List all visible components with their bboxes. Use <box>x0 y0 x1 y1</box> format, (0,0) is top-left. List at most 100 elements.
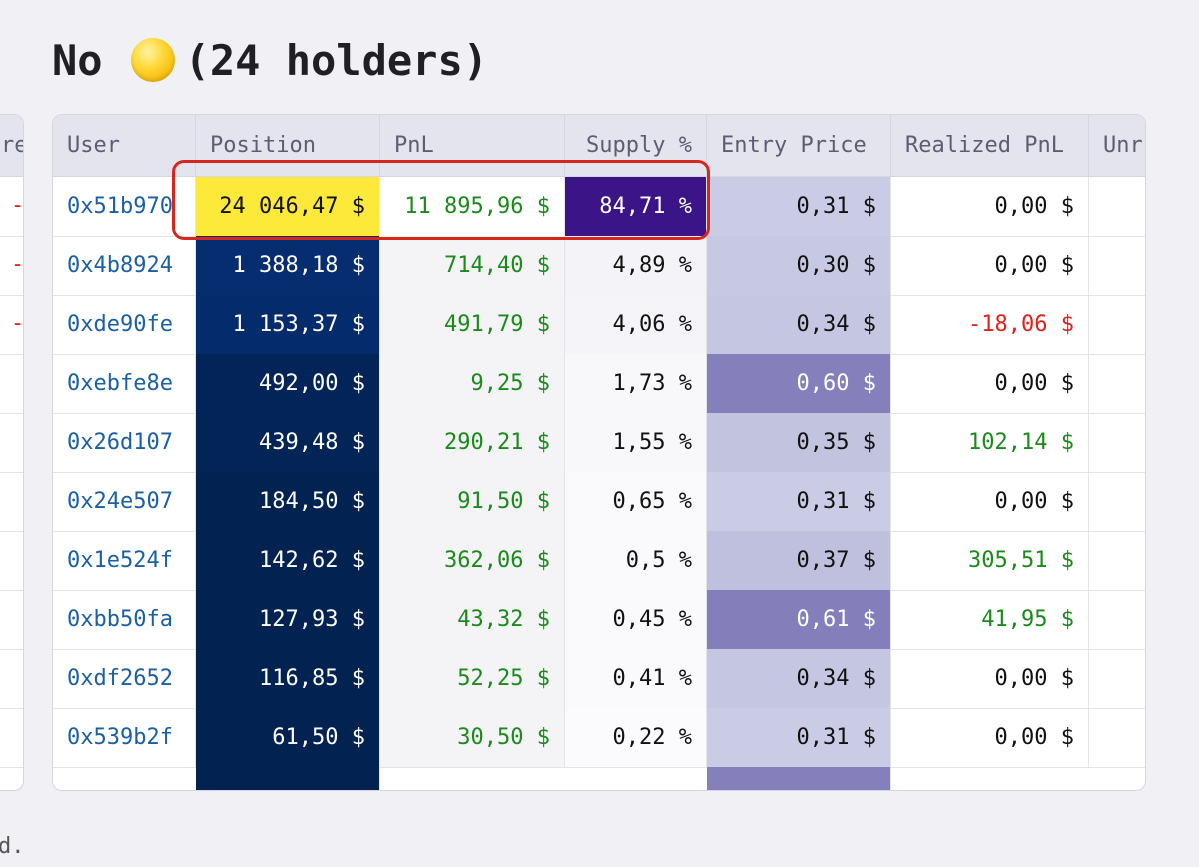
supply-percent-cell: 4,89 % <box>565 236 707 295</box>
user-address-link[interactable]: 0x1e524f <box>53 531 196 590</box>
table-row[interactable]: 0x51b970 24 046,47 $11 895,96 $84,71 % 0,3… <box>53 177 1145 237</box>
supply-percent-cell: 0,65 % <box>565 472 707 531</box>
entry-price-cell: 0,31 $ <box>707 472 891 531</box>
table-row[interactable]: 0xbb50fa 127,93 $43,32 $0,45 % 0,61 $41,95… <box>53 590 1145 650</box>
pnl-cell: 714,40 $ <box>380 236 565 295</box>
entry-price-cell: 0,61 $ <box>707 590 891 649</box>
entry-price-cell: 0,31 $ <box>707 177 891 236</box>
user-address-link[interactable]: 0x24e507 <box>53 472 196 531</box>
user-address-link[interactable]: 0x51b970 <box>53 177 196 236</box>
supply-percent-cell: 0,41 % <box>565 649 707 708</box>
supply-percent-cell: 0,5 % <box>565 531 707 590</box>
user-address-link[interactable]: 0xdf2652 <box>53 649 196 708</box>
position-cell: 184,50 $ <box>196 472 380 531</box>
previous-table-row: - <box>0 236 23 296</box>
unrealized-pnl-cell <box>1089 531 1145 590</box>
user-address-link[interactable]: 0x4b8924 <box>53 236 196 295</box>
column-header-pnl[interactable]: PnL <box>380 115 565 176</box>
footer-text-fragment: d. <box>0 834 25 859</box>
position-cell: 1 388,18 $ <box>196 236 380 295</box>
previous-table-row: - <box>0 177 23 237</box>
user-address-link[interactable]: 0xde90fe <box>53 295 196 354</box>
user-address-link[interactable]: 0x26d107 <box>53 413 196 472</box>
realized-pnl-cell: 0,00 $ <box>891 708 1089 767</box>
previous-table-row <box>0 649 23 709</box>
realized-pnl-cell: 0,00 $ <box>891 236 1089 295</box>
realized-pnl-cell: 102,14 $ <box>891 413 1089 472</box>
realized-pnl-cell: 0,00 $ <box>891 177 1089 236</box>
supply-percent-cell: 4,06 % <box>565 295 707 354</box>
column-header-realized-pnl[interactable]: Realized PnL <box>891 115 1089 176</box>
pnl-cell: 290,21 $ <box>380 413 565 472</box>
position-cell: 127,93 $ <box>196 590 380 649</box>
table-row[interactable]: 0xde90fe 1 153,37 $491,79 $4,06 % 0,34 $ -1… <box>53 295 1145 355</box>
page-title: No (24 holders) <box>52 30 488 90</box>
previous-table-row: - <box>0 295 23 355</box>
title-holders-count: (24 holders) <box>184 35 489 85</box>
table-row[interactable]: 0x4b8924 1 388,18 $714,40 $4,89 % 0,30 $0,… <box>53 236 1145 296</box>
supply-percent-cell: 0,22 % <box>565 708 707 767</box>
supply-percent-cell: 0,45 % <box>565 590 707 649</box>
unrealized-pnl-cell <box>1089 472 1145 531</box>
title-outcome: No <box>52 35 103 85</box>
supply-percent-cell: 1,55 % <box>565 413 707 472</box>
unrealized-pnl-cell <box>1089 177 1145 236</box>
user-address-link[interactable]: 0x539b2f <box>53 708 196 767</box>
yellow-circle-icon <box>130 38 175 82</box>
position-cell: 492,00 $ <box>196 354 380 413</box>
pnl-cell: 43,32 $ <box>380 590 565 649</box>
position-cell: 439,48 $ <box>196 413 380 472</box>
column-header-supply[interactable]: Supply % <box>565 115 707 176</box>
unrealized-pnl-cell <box>1089 354 1145 413</box>
entry-price-cell: 0,34 $ <box>707 295 891 354</box>
position-cell: 142,62 $ <box>196 531 380 590</box>
pnl-cell: 491,79 $ <box>380 295 565 354</box>
unrealized-pnl-cell <box>1089 649 1145 708</box>
previous-table-row <box>0 590 23 650</box>
holders-table[interactable]: User Position PnL Supply % Entry Price R… <box>52 114 1146 791</box>
column-header-unrealized-pnl[interactable]: Unr <box>1103 133 1143 158</box>
unrealized-pnl-cell <box>1089 590 1145 649</box>
realized-pnl-cell: 0,00 $ <box>891 472 1089 531</box>
entry-price-cell: 0,31 $ <box>707 708 891 767</box>
table-row[interactable]: 0x26d107 439,48 $290,21 $1,55 % 0,35 $102,… <box>53 413 1145 473</box>
previous-table-row <box>0 472 23 532</box>
table-row[interactable]: 0x24e507 184,50 $91,50 $0,65 % 0,31 $0,00 … <box>53 472 1145 532</box>
previous-table-row <box>0 531 23 591</box>
previous-table-header-fragment: re <box>1 133 23 158</box>
previous-holders-table[interactable]: re - - - <box>0 114 24 791</box>
supply-percent-cell: 84,71 % <box>565 177 707 236</box>
entry-price-cell: 0,60 $ <box>707 354 891 413</box>
entry-price-cell: 0,30 $ <box>707 236 891 295</box>
pnl-cell: 11 895,96 $ <box>380 177 565 236</box>
previous-table-cell: - <box>11 252 24 277</box>
pnl-cell: 30,50 $ <box>380 708 565 767</box>
table-row[interactable]: 0xebfe8e 492,00 $9,25 $1,73 % 0,60 $0,00 $ <box>53 354 1145 414</box>
column-header-user[interactable]: User <box>53 115 196 176</box>
pnl-cell: 91,50 $ <box>380 472 565 531</box>
position-cell: 24 046,47 $ <box>196 177 380 236</box>
table-header: User Position PnL Supply % Entry Price R… <box>53 115 1145 177</box>
pnl-cell: 9,25 $ <box>380 354 565 413</box>
column-header-entry-price[interactable]: Entry Price <box>707 115 891 176</box>
previous-table-cell: - <box>11 311 24 336</box>
previous-table-row <box>0 354 23 414</box>
unrealized-pnl-cell <box>1089 236 1145 295</box>
realized-pnl-cell: 41,95 $ <box>891 590 1089 649</box>
user-address-link[interactable]: 0xebfe8e <box>53 354 196 413</box>
previous-table-row <box>0 708 23 768</box>
table-row[interactable]: 0x1e524f 142,62 $362,06 $0,5 % 0,37 $305,5… <box>53 531 1145 591</box>
unrealized-pnl-cell <box>1089 708 1145 767</box>
table-row-partial[interactable] <box>53 767 1145 790</box>
table-row[interactable]: 0xdf2652 116,85 $52,25 $0,41 % 0,34 $0,00 … <box>53 649 1145 709</box>
realized-pnl-cell: 0,00 $ <box>891 354 1089 413</box>
pnl-cell: 52,25 $ <box>380 649 565 708</box>
user-address-link[interactable]: 0xbb50fa <box>53 590 196 649</box>
table-row[interactable]: 0x539b2f 61,50 $30,50 $0,22 % 0,31 $0,00 $ <box>53 708 1145 768</box>
previous-table-cell: - <box>11 193 24 218</box>
entry-price-cell: 0,34 $ <box>707 649 891 708</box>
column-header-position[interactable]: Position <box>196 115 380 176</box>
previous-table-header: re <box>0 115 23 177</box>
position-cell: 116,85 $ <box>196 649 380 708</box>
unrealized-pnl-cell <box>1089 413 1145 472</box>
